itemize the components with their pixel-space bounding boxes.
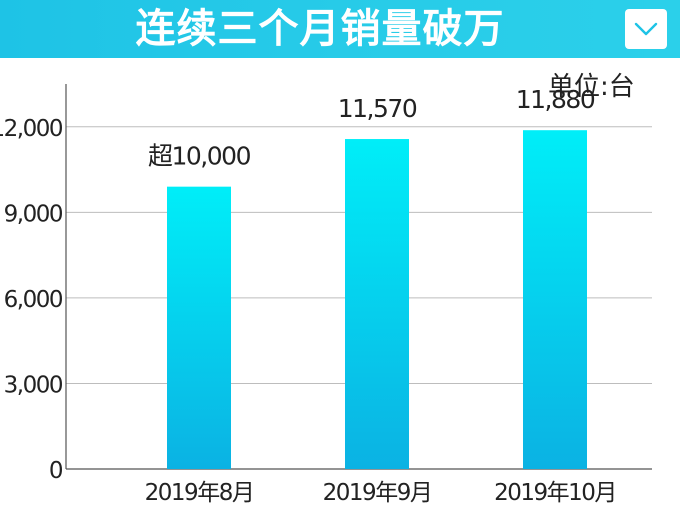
x-tick-label: 2019年10月 xyxy=(494,480,616,506)
data-label: 11,880 xyxy=(516,85,595,114)
labels: 0 3,000 6,000 9,000 12,000 超10,000 2019年8月 11,5… xyxy=(0,85,617,506)
y-tick-label: 0 xyxy=(49,458,63,484)
bar xyxy=(523,130,587,469)
header-banner: 连续三个月销量破万 xyxy=(0,0,680,58)
unit-label: 单位:台 xyxy=(548,72,635,102)
dropdown-button[interactable] xyxy=(625,9,667,49)
bars xyxy=(167,130,587,469)
y-tick-label: 12,000 xyxy=(0,116,63,142)
x-tick-label: 2019年8月 xyxy=(145,480,254,506)
y-tick-label: 9,000 xyxy=(4,201,63,227)
page-title: 连续三个月销量破万 xyxy=(135,6,505,52)
data-label: 超10,000 xyxy=(148,142,251,171)
x-tick-label: 2019年9月 xyxy=(323,480,432,506)
chevron-down-icon xyxy=(634,22,658,36)
y-tick-label: 3,000 xyxy=(4,372,63,398)
bar xyxy=(167,186,231,469)
y-tick-label: 6,000 xyxy=(4,287,63,313)
bar xyxy=(345,139,409,469)
data-label: 11,570 xyxy=(338,94,417,123)
